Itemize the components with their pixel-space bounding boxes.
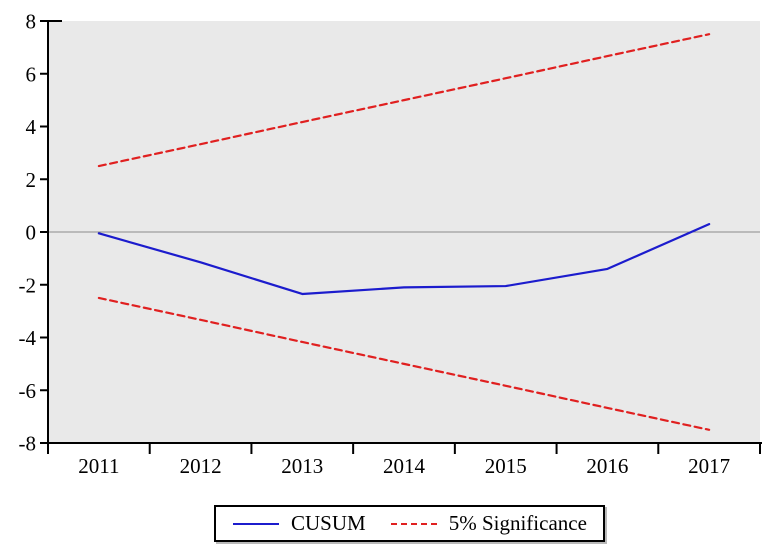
x-tick-label: 2017 <box>688 454 730 478</box>
x-tick-label: 2011 <box>78 454 119 478</box>
y-tick-label: -2 <box>19 273 37 297</box>
significance-dashed-swatch-icon <box>390 522 437 525</box>
y-tick-label: -4 <box>19 326 37 350</box>
x-tick-label: 2014 <box>383 454 426 478</box>
legend-item-cusum: CUSUM <box>232 513 366 534</box>
y-tick-label: 2 <box>26 168 37 192</box>
y-tick-label: 6 <box>26 62 37 86</box>
legend-label-cusum: CUSUM <box>291 511 366 535</box>
series-line-2 <box>97 296 711 431</box>
legend-item-significance: 5% Significance <box>390 513 587 534</box>
y-tick-label: 0 <box>26 221 37 245</box>
x-tick-label: 2015 <box>485 454 527 478</box>
y-tick-label: -6 <box>19 379 37 403</box>
legend-label-significance: 5% Significance <box>448 511 587 535</box>
series-line-0 <box>97 222 711 296</box>
x-tick-label: 2016 <box>586 454 628 478</box>
series-line-1 <box>97 33 711 168</box>
cusum-line-swatch-icon <box>233 522 279 525</box>
x-tick-label: 2012 <box>180 454 222 478</box>
y-tick-label: 4 <box>26 115 37 139</box>
y-tick-label: 8 <box>26 10 37 34</box>
y-tick-label: -8 <box>19 432 37 456</box>
x-tick-label: 2013 <box>281 454 323 478</box>
chart-legend: CUSUM 5% Significance <box>214 505 605 542</box>
